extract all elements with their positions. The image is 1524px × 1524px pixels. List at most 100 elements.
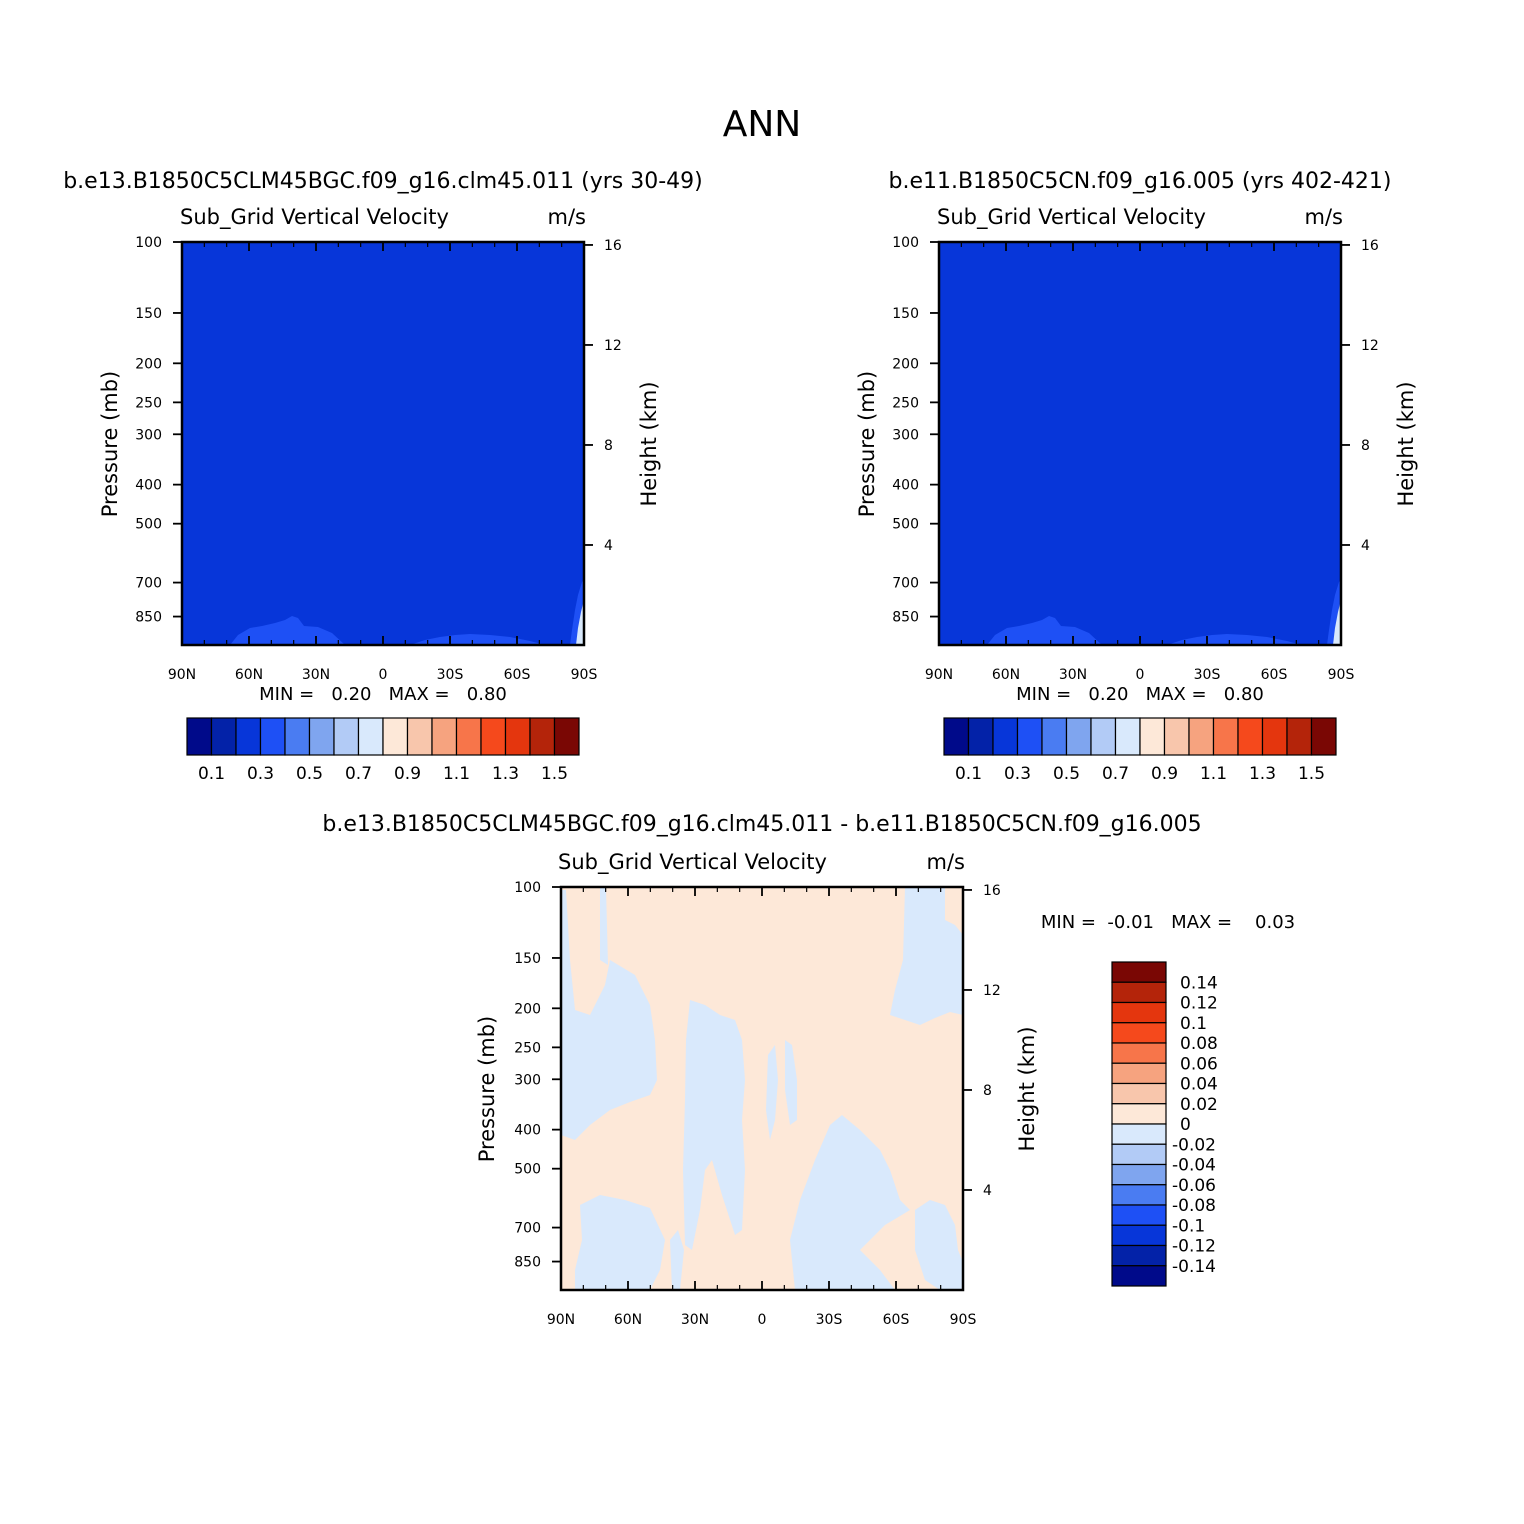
- y-right-tick-label: 16: [1361, 238, 1379, 254]
- colorbar-box: [1237, 717, 1264, 756]
- colorbar-box: [529, 717, 556, 756]
- colorbar-label: 0.1: [1180, 1014, 1207, 1034]
- x-tick-label: 0: [379, 667, 388, 683]
- y-tick-label: 300: [135, 427, 162, 443]
- y-tick-label: 100: [514, 880, 541, 896]
- x-tick-label: 60N: [614, 1312, 642, 1328]
- y-tick-label: 850: [514, 1255, 541, 1271]
- colorbar-label: 0.9: [1151, 764, 1178, 784]
- x-tick-label: 30S: [437, 667, 464, 683]
- colorbar-box: [1188, 717, 1215, 756]
- panel-1-subtitle: Sub_Grid Vertical Velocity: [180, 205, 449, 230]
- y-tick-label: 150: [892, 306, 919, 322]
- colorbar-label: 0.12: [1180, 994, 1218, 1014]
- colorbar-box: [1111, 1204, 1167, 1226]
- colorbar-box: [1111, 1082, 1167, 1105]
- y-right-tick-label: 8: [1361, 438, 1370, 454]
- x-tick-label: 0: [1136, 667, 1145, 683]
- y-tick-label: 250: [514, 1040, 541, 1056]
- panel-3-negative-region: [670, 1230, 684, 1290]
- panel-3-negative-region: [600, 888, 608, 965]
- colorbar-box: [1111, 1042, 1167, 1064]
- colorbar-label: -0.14: [1172, 1257, 1216, 1277]
- colorbar-box: [259, 717, 286, 756]
- panel-3-negative-region: [561, 890, 657, 1140]
- panel-3-negative-region: [785, 1040, 797, 1125]
- x-tick-label: 60S: [883, 1312, 910, 1328]
- x-tick-label: 60S: [1261, 667, 1288, 683]
- panel-1-plot: [182, 242, 584, 645]
- x-tick-label: 90N: [925, 667, 953, 683]
- x-tick-label: 30N: [1059, 667, 1087, 683]
- colorbar-box: [406, 717, 433, 756]
- colorbar-box: [504, 717, 531, 756]
- colorbar-box: [1111, 1163, 1167, 1186]
- y-tick-label: 850: [135, 610, 162, 626]
- figure-title: ANN: [723, 104, 802, 145]
- colorbar-box: [308, 717, 335, 756]
- x-tick-label: 60N: [235, 667, 263, 683]
- y-tick-label: 700: [892, 576, 919, 592]
- colorbar-label: -0.02: [1172, 1135, 1216, 1155]
- colorbar-box: [455, 717, 482, 756]
- colorbar-label: 0.5: [1053, 764, 1080, 784]
- colorbar-label: 0.1: [955, 764, 982, 784]
- x-tick-label: 90S: [1328, 667, 1355, 683]
- colorbar-label: -0.12: [1172, 1237, 1216, 1257]
- x-tick-label: 60S: [504, 667, 531, 683]
- colorbar-box: [553, 717, 580, 756]
- colorbar-label: 0.5: [296, 764, 323, 784]
- colorbar-box: [967, 717, 994, 756]
- x-tick-label: 0: [758, 1312, 767, 1328]
- colorbar-box: [1111, 1143, 1167, 1166]
- y-right-tick-label: 12: [1361, 338, 1379, 354]
- panel-3-negative-region: [790, 1115, 910, 1290]
- x-tick-label: 90S: [950, 1312, 977, 1328]
- y-right-tick-label: 12: [604, 338, 622, 354]
- y-tick-label: 400: [514, 1123, 541, 1139]
- colorbar-box: [1261, 717, 1288, 756]
- colorbar-label: 0.06: [1180, 1054, 1218, 1074]
- colorbar-label: 0.02: [1180, 1095, 1218, 1115]
- panel-2-contour-sh: [1167, 634, 1302, 645]
- panel-2-ylabel-right: Height (km): [1394, 381, 1418, 506]
- panel-2-field: [939, 242, 1341, 645]
- y-tick-label: 100: [892, 235, 919, 251]
- colorbar-label: -0.04: [1172, 1156, 1216, 1176]
- y-tick-label: 500: [892, 517, 919, 533]
- colorbar-label: 0.9: [394, 764, 421, 784]
- colorbar-label: -0.08: [1172, 1196, 1216, 1216]
- x-tick-label: 90N: [168, 667, 196, 683]
- y-right-tick-label: 4: [1361, 538, 1370, 554]
- colorbar-box: [1163, 717, 1190, 756]
- colorbar-box: [1111, 1123, 1167, 1145]
- panel-2-subtitle: Sub_Grid Vertical Velocity: [937, 205, 1206, 230]
- colorbar-box: [943, 717, 970, 756]
- colorbar-box: [1139, 717, 1166, 756]
- y-right-tick-label: 12: [983, 983, 1001, 999]
- panel-2: b.e11.B1850C5CN.f09_g16.005 (yrs 402-421…: [855, 169, 1418, 784]
- colorbar-box: [186, 717, 213, 756]
- colorbar-box: [1310, 717, 1337, 756]
- colorbar-box: [357, 717, 384, 756]
- colorbar-box: [235, 717, 262, 756]
- y-tick-label: 700: [514, 1221, 541, 1237]
- y-right-tick-label: 8: [983, 1083, 992, 1099]
- colorbar-label: 0.08: [1180, 1034, 1218, 1054]
- colorbar-label: 0.04: [1180, 1075, 1218, 1095]
- colorbar-label: -0.06: [1172, 1176, 1216, 1196]
- panel-3-negative-region: [683, 1000, 745, 1250]
- y-tick-label: 250: [892, 395, 919, 411]
- colorbar-box: [1111, 1184, 1167, 1206]
- colorbar-label: 0.7: [1102, 764, 1129, 784]
- panel-1: b.e13.B1850C5CLM45BGC.f09_g16.clm45.011 …: [63, 169, 703, 784]
- x-tick-label: 30S: [816, 1312, 843, 1328]
- x-tick-label: 30N: [681, 1312, 709, 1328]
- colorbar-label: 1.1: [1200, 764, 1227, 784]
- colorbar-box: [1111, 1103, 1167, 1125]
- colorbar-box: [1111, 1022, 1167, 1044]
- y-tick-label: 400: [135, 478, 162, 494]
- colorbar-label: 0.7: [345, 764, 372, 784]
- colorbar-box: [1016, 717, 1043, 756]
